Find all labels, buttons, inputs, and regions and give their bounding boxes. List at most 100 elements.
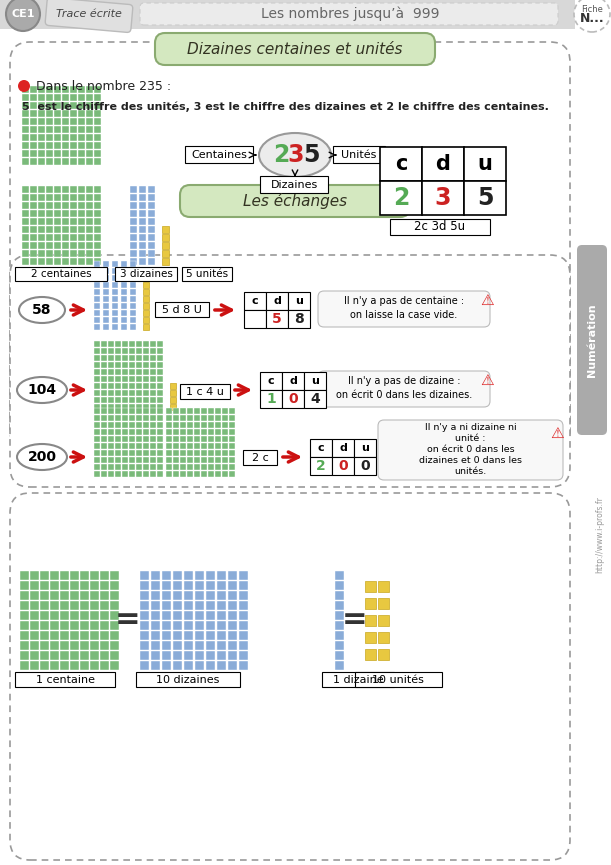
- Text: 104: 104: [27, 383, 57, 397]
- Bar: [38, 93, 45, 101]
- Bar: [60, 611, 69, 620]
- Bar: [129, 443, 135, 449]
- Bar: [208, 436, 214, 442]
- Bar: [162, 234, 169, 241]
- Bar: [130, 210, 137, 217]
- Bar: [46, 102, 53, 109]
- Bar: [20, 621, 29, 630]
- Bar: [100, 611, 109, 620]
- Bar: [180, 450, 186, 456]
- Bar: [62, 125, 69, 133]
- Bar: [70, 661, 79, 670]
- Bar: [335, 661, 344, 670]
- Bar: [78, 118, 85, 125]
- Bar: [30, 571, 39, 580]
- Bar: [208, 407, 214, 414]
- Bar: [54, 218, 61, 225]
- Ellipse shape: [19, 297, 65, 323]
- Bar: [217, 631, 226, 640]
- Bar: [50, 650, 59, 660]
- Bar: [157, 407, 163, 414]
- Bar: [157, 429, 163, 435]
- Bar: [40, 591, 49, 600]
- Text: dizaines et 0 dans les: dizaines et 0 dans les: [419, 456, 522, 465]
- Text: 2c 3d 5u: 2c 3d 5u: [414, 221, 466, 234]
- Bar: [40, 571, 49, 580]
- Bar: [40, 611, 49, 620]
- Bar: [157, 415, 163, 421]
- Bar: [143, 464, 149, 470]
- Bar: [62, 110, 69, 117]
- Bar: [239, 581, 248, 590]
- Bar: [121, 324, 127, 330]
- Bar: [100, 571, 109, 580]
- Bar: [228, 641, 237, 650]
- Bar: [129, 415, 135, 421]
- Bar: [94, 404, 100, 410]
- Bar: [166, 443, 172, 449]
- Text: =: =: [342, 606, 368, 635]
- FancyBboxPatch shape: [10, 493, 570, 860]
- Bar: [78, 134, 85, 141]
- Bar: [70, 210, 77, 217]
- Bar: [110, 591, 119, 600]
- Bar: [115, 429, 121, 435]
- Bar: [143, 296, 149, 302]
- Text: Il n'y a ni dizaine ni: Il n'y a ni dizaine ni: [425, 423, 516, 432]
- Bar: [136, 375, 142, 382]
- Bar: [217, 581, 226, 590]
- Bar: [86, 250, 93, 257]
- Bar: [62, 102, 69, 109]
- Bar: [94, 242, 101, 249]
- Bar: [62, 234, 69, 241]
- Bar: [129, 404, 135, 410]
- Bar: [94, 368, 100, 375]
- Bar: [136, 471, 142, 477]
- Bar: [229, 450, 235, 456]
- Bar: [101, 355, 107, 361]
- Bar: [143, 429, 149, 435]
- Bar: [80, 591, 89, 600]
- Bar: [22, 93, 29, 101]
- Bar: [129, 429, 135, 435]
- Bar: [38, 125, 45, 133]
- Bar: [129, 450, 135, 456]
- Bar: [78, 110, 85, 117]
- Bar: [332, 457, 354, 475]
- Bar: [78, 142, 85, 149]
- Bar: [143, 368, 149, 375]
- Bar: [157, 383, 163, 389]
- Bar: [162, 601, 171, 610]
- Bar: [101, 390, 107, 396]
- Bar: [173, 601, 182, 610]
- Bar: [94, 289, 100, 295]
- Bar: [70, 110, 77, 117]
- Bar: [139, 210, 146, 217]
- Bar: [46, 234, 53, 241]
- Bar: [194, 415, 200, 421]
- Bar: [54, 210, 61, 217]
- Bar: [143, 355, 149, 361]
- Bar: [94, 275, 100, 281]
- FancyBboxPatch shape: [155, 33, 435, 65]
- Bar: [166, 457, 172, 463]
- Bar: [195, 581, 204, 590]
- Bar: [150, 355, 156, 361]
- Bar: [139, 242, 146, 249]
- Bar: [201, 407, 207, 414]
- Bar: [130, 226, 137, 233]
- Bar: [108, 362, 114, 368]
- Bar: [150, 415, 156, 421]
- Bar: [94, 125, 101, 133]
- Bar: [62, 218, 69, 225]
- Bar: [60, 580, 69, 590]
- Bar: [54, 93, 61, 101]
- Bar: [50, 591, 59, 600]
- Bar: [139, 202, 146, 209]
- Bar: [22, 242, 29, 249]
- Bar: [46, 194, 53, 201]
- Bar: [150, 407, 156, 414]
- Bar: [222, 471, 228, 477]
- Bar: [86, 258, 93, 265]
- Bar: [130, 317, 136, 323]
